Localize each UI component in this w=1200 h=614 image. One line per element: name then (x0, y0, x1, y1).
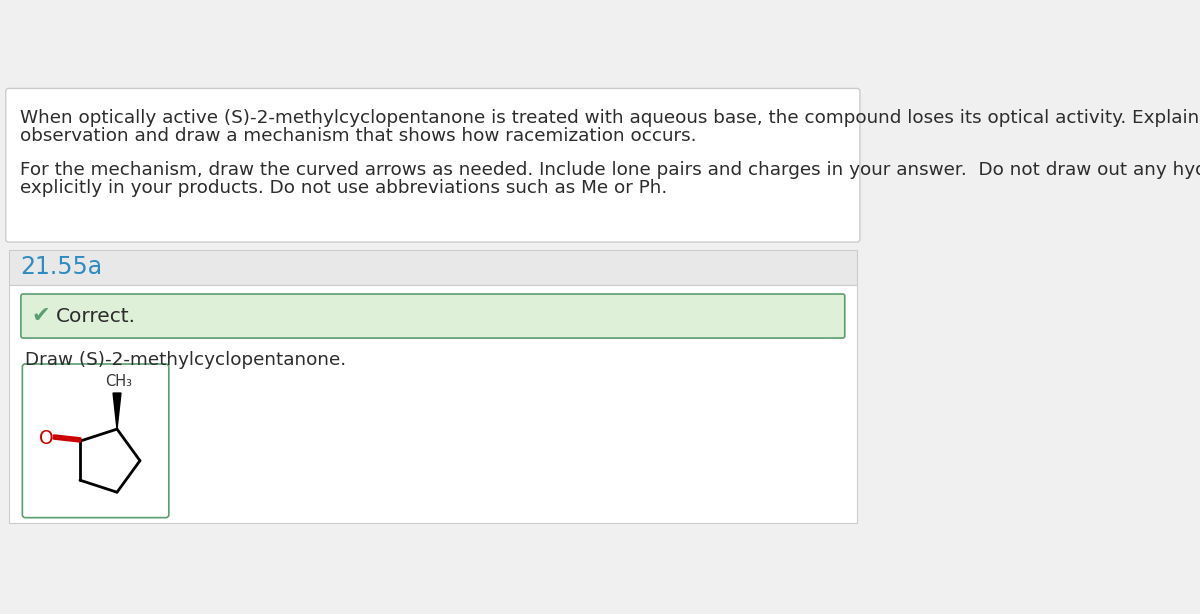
Text: 21.55a: 21.55a (20, 255, 102, 279)
Text: ✔: ✔ (31, 306, 49, 327)
FancyBboxPatch shape (6, 88, 860, 242)
FancyBboxPatch shape (20, 294, 845, 338)
Text: observation and draw a mechanism that shows how racemization occurs.: observation and draw a mechanism that sh… (20, 127, 697, 146)
Text: For the mechanism, draw the curved arrows as needed. Include lone pairs and char: For the mechanism, draw the curved arrow… (20, 160, 1200, 179)
Text: CH₃: CH₃ (104, 374, 132, 389)
Text: O: O (38, 429, 53, 448)
Polygon shape (113, 393, 121, 429)
Text: Correct.: Correct. (56, 307, 137, 326)
Text: When optically active (S)-2-methylcyclopentanone is treated with aqueous base, t: When optically active (S)-2-methylcyclop… (20, 109, 1200, 126)
Bar (8, 250, 857, 285)
Bar (8, 285, 857, 523)
Text: Draw (S)-2-methylcyclopentanone.: Draw (S)-2-methylcyclopentanone. (25, 351, 347, 369)
Text: explicitly in your products. Do not use abbreviations such as Me or Ph.: explicitly in your products. Do not use … (20, 179, 667, 197)
FancyBboxPatch shape (23, 364, 169, 518)
